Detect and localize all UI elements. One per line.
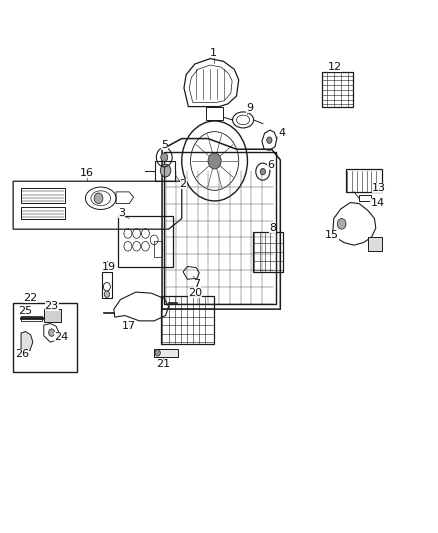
Bar	[21, 316, 42, 321]
Bar	[21, 188, 65, 203]
Text: 8: 8	[269, 223, 276, 232]
Text: 9: 9	[246, 103, 253, 112]
Text: 21: 21	[156, 359, 170, 368]
Text: 12: 12	[328, 62, 342, 71]
Circle shape	[260, 168, 265, 175]
Text: 2: 2	[180, 179, 187, 189]
Bar	[118, 216, 173, 266]
Bar	[154, 241, 162, 257]
Text: 7: 7	[194, 279, 201, 288]
Bar	[155, 161, 175, 181]
Text: 17: 17	[122, 321, 136, 331]
Bar	[253, 232, 283, 272]
Bar	[164, 152, 276, 304]
Polygon shape	[21, 332, 33, 351]
Circle shape	[155, 350, 160, 356]
Text: 19: 19	[102, 262, 116, 271]
Bar	[13, 303, 77, 372]
Text: 24: 24	[54, 332, 68, 342]
Text: 25: 25	[18, 306, 32, 316]
Bar	[359, 195, 371, 201]
Text: 23: 23	[45, 301, 59, 311]
Bar	[154, 349, 178, 357]
Text: 1: 1	[210, 49, 217, 58]
Circle shape	[161, 153, 168, 161]
Text: 15: 15	[325, 230, 339, 239]
Circle shape	[94, 193, 103, 204]
Text: 3: 3	[118, 208, 125, 218]
Text: 20: 20	[188, 288, 202, 298]
Text: 14: 14	[371, 198, 385, 207]
Text: 6: 6	[267, 160, 274, 170]
Bar	[322, 72, 353, 107]
Bar	[161, 296, 214, 344]
Circle shape	[337, 219, 346, 229]
Circle shape	[267, 137, 272, 143]
Text: 22: 22	[23, 294, 37, 303]
Circle shape	[208, 153, 221, 169]
Bar	[44, 309, 61, 322]
Text: 16: 16	[80, 168, 94, 178]
Circle shape	[160, 164, 171, 177]
Text: 5: 5	[161, 140, 168, 150]
Bar	[21, 207, 65, 219]
Circle shape	[49, 329, 55, 336]
Text: 26: 26	[15, 350, 29, 359]
Bar	[346, 169, 382, 192]
Bar	[166, 171, 273, 304]
Text: 13: 13	[372, 183, 386, 192]
Bar	[102, 272, 112, 298]
Circle shape	[104, 291, 110, 297]
Text: 4: 4	[278, 128, 285, 138]
Bar	[368, 237, 382, 251]
